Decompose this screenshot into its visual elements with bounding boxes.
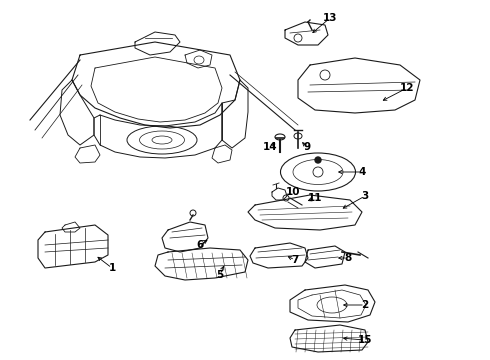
Text: 13: 13 xyxy=(323,13,337,23)
Text: 2: 2 xyxy=(362,300,368,310)
Text: 15: 15 xyxy=(358,335,372,345)
Text: 7: 7 xyxy=(292,255,299,265)
Text: 5: 5 xyxy=(217,270,223,280)
Text: 12: 12 xyxy=(400,83,414,93)
Text: 4: 4 xyxy=(358,167,366,177)
Text: 3: 3 xyxy=(362,191,368,201)
Circle shape xyxy=(315,157,321,163)
Text: 9: 9 xyxy=(303,142,311,152)
Text: 6: 6 xyxy=(196,240,204,250)
Text: 10: 10 xyxy=(286,187,300,197)
Text: 8: 8 xyxy=(344,253,352,263)
Text: 1: 1 xyxy=(108,263,116,273)
Text: 11: 11 xyxy=(308,193,322,203)
Text: 14: 14 xyxy=(263,142,277,152)
